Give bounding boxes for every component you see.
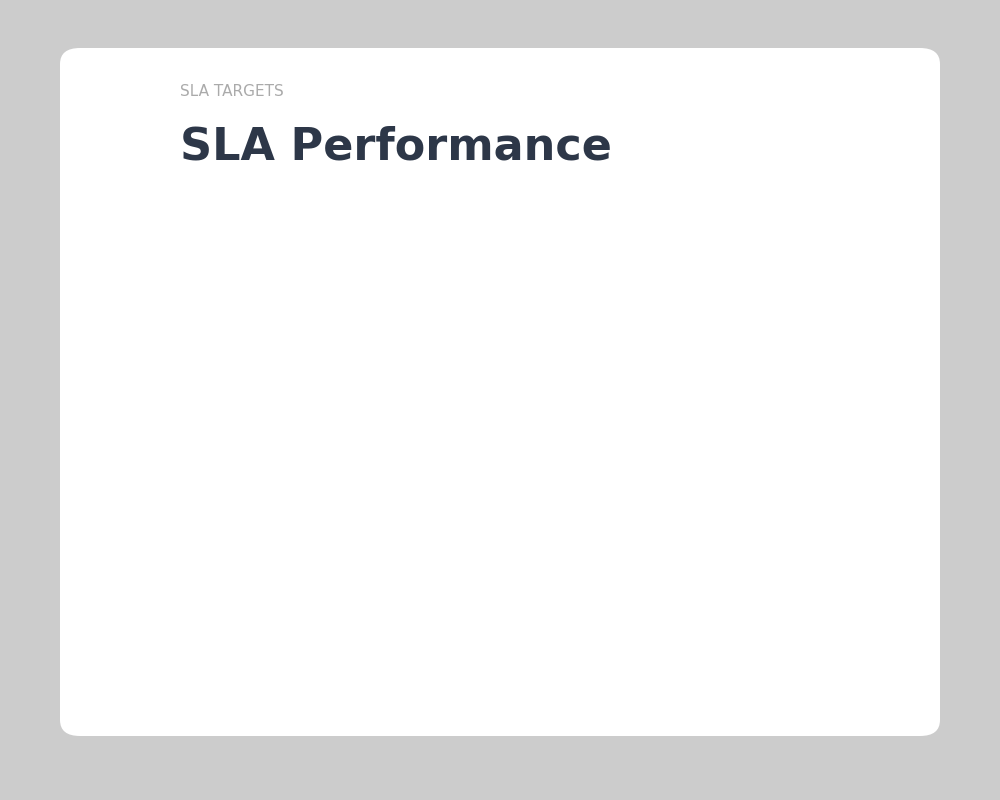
Bar [241, 524, 288, 720]
Bar [582, 430, 629, 720]
Bar [568, 430, 643, 720]
Bar [326, 575, 373, 720]
Bar [837, 554, 884, 720]
Text: SLA TARGETS: SLA TARGETS [180, 84, 284, 99]
Text: Target: Target [92, 495, 140, 510]
Bar [653, 472, 728, 720]
Text: 12 min: 12 min [89, 465, 142, 479]
Bar [156, 648, 203, 720]
Bar [667, 472, 714, 720]
Bar [397, 441, 472, 720]
Text: SLA Performance: SLA Performance [180, 126, 612, 169]
Bar [312, 575, 387, 720]
Bar [227, 524, 302, 720]
Bar [823, 554, 898, 720]
Bar [142, 648, 217, 720]
Bar [411, 441, 458, 720]
Bar [752, 266, 799, 720]
Bar [738, 266, 813, 720]
Bar [483, 565, 557, 720]
Bar [497, 565, 543, 720]
